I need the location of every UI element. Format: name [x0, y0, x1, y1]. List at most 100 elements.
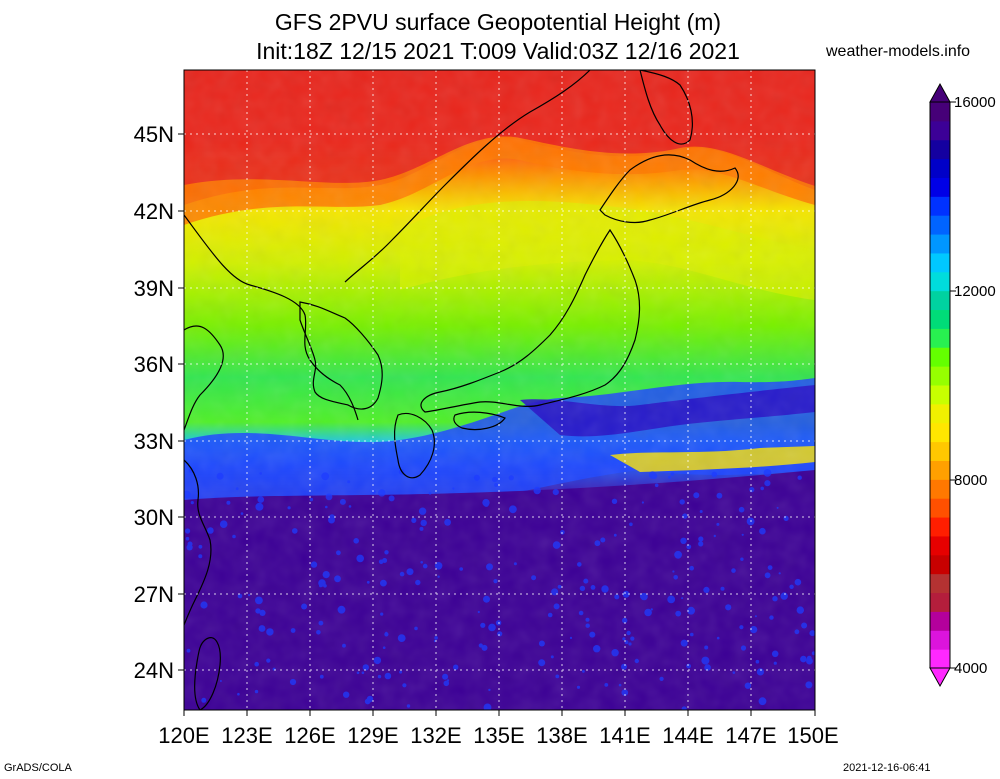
field-speckle: [257, 496, 265, 503]
field-speckle: [207, 527, 214, 534]
colorbar-segment: [930, 158, 950, 178]
footer-timestamp: 2021-12-16-06:41: [843, 762, 931, 774]
field-speckle: [811, 651, 815, 656]
field-speckle: [187, 541, 193, 547]
field-speckle: [673, 575, 678, 580]
field-speckle: [576, 685, 581, 689]
colorbar-top-arrow: [929, 82, 951, 103]
field-speckle: [680, 639, 688, 647]
field-speckle: [443, 680, 450, 687]
coastlines: [184, 70, 739, 710]
field-speckle: [771, 650, 779, 658]
field-speckle: [755, 659, 760, 664]
field-speckle: [497, 631, 503, 637]
field-speckle: [190, 501, 194, 505]
field-speckle: [622, 637, 626, 641]
field-speckle: [235, 487, 239, 491]
field-speckle: [380, 612, 384, 616]
lat-label: 33N: [134, 429, 174, 454]
field-speckle: [325, 493, 333, 501]
field-speckle: [749, 487, 755, 493]
field-speckle: [323, 584, 327, 588]
field-speckle: [452, 487, 455, 490]
colorbar-segment: [930, 309, 950, 329]
field-speckle: [382, 646, 386, 649]
field-speckle: [689, 565, 694, 571]
field-speckle: [809, 630, 815, 637]
field-speckle: [796, 606, 804, 614]
field-speckle: [388, 495, 395, 502]
field-speckle: [704, 645, 709, 650]
field-speckle: [321, 472, 330, 481]
field-speckle: [703, 586, 710, 594]
field-speckle: [287, 506, 291, 510]
lon-label: 150E: [787, 723, 838, 748]
lon-label: 141E: [599, 723, 650, 748]
colorbar-segment: [930, 592, 950, 612]
field-speckle: [538, 640, 545, 647]
field-speckle: [434, 636, 438, 640]
lat-label: 27N: [134, 582, 174, 607]
field-speckle: [433, 639, 436, 643]
colorbar-segment: [930, 554, 950, 575]
colorbar-segment: [930, 479, 950, 499]
field-speckle: [550, 655, 554, 659]
field-speckle: [226, 500, 231, 505]
field-speckle: [419, 526, 424, 531]
field-speckle: [538, 659, 546, 667]
field-speckle: [731, 568, 736, 573]
field-speckle: [641, 501, 645, 504]
field-speckle: [508, 475, 514, 481]
lat-label: 30N: [134, 505, 174, 530]
field-speckle: [601, 585, 609, 593]
longitude-labels: 120E 123E 126E 129E 132E 135E 138E 141E …: [158, 723, 838, 748]
field-speckle: [764, 572, 771, 579]
lat-label: 42N: [134, 199, 174, 224]
field-speckle: [488, 688, 491, 692]
field-speckle: [420, 521, 426, 526]
field-speckle: [200, 601, 208, 609]
field-speckle: [621, 689, 629, 696]
field-speckle: [624, 640, 629, 645]
field-speckle: [477, 610, 480, 614]
field-speckle: [380, 579, 387, 587]
field-speckle: [319, 674, 324, 679]
field-speckle: [687, 606, 695, 615]
field-speckle: [693, 492, 700, 499]
field-speckle: [434, 562, 443, 570]
field-speckle: [585, 623, 590, 628]
field-speckle: [289, 678, 297, 686]
field-speckle: [343, 691, 350, 698]
field-speckle: [444, 518, 451, 526]
colorbar-segment: [930, 573, 950, 594]
lon-label: 132E: [410, 723, 461, 748]
field-speckle: [198, 544, 203, 549]
field-speckle: [411, 517, 417, 524]
field-speckle: [184, 490, 191, 499]
field-speckle: [348, 505, 352, 508]
field-speckle: [716, 522, 720, 526]
field-speckle: [754, 615, 757, 618]
lon-label: 138E: [536, 723, 587, 748]
colorbar-segments: [930, 102, 950, 669]
colorbar-segment: [930, 498, 950, 518]
field-speckle: [185, 536, 190, 541]
field-speckle: [486, 563, 493, 571]
field-speckle: [759, 527, 766, 535]
field-speckle: [760, 486, 764, 491]
colorbar-segment: [930, 630, 950, 650]
field-speckle: [361, 671, 365, 674]
field-speckle: [555, 674, 560, 679]
grid-lines: [184, 70, 815, 710]
field-speckle: [578, 610, 584, 616]
field-speckle: [483, 595, 490, 603]
colorbar-segment: [930, 234, 950, 254]
field-speckle: [773, 661, 777, 665]
field-speckle: [201, 697, 207, 703]
field-speckle: [459, 567, 464, 571]
field-speckle: [356, 671, 360, 675]
field-speckle: [789, 584, 794, 589]
field-speckle: [763, 469, 772, 477]
field-speckle: [681, 706, 687, 710]
